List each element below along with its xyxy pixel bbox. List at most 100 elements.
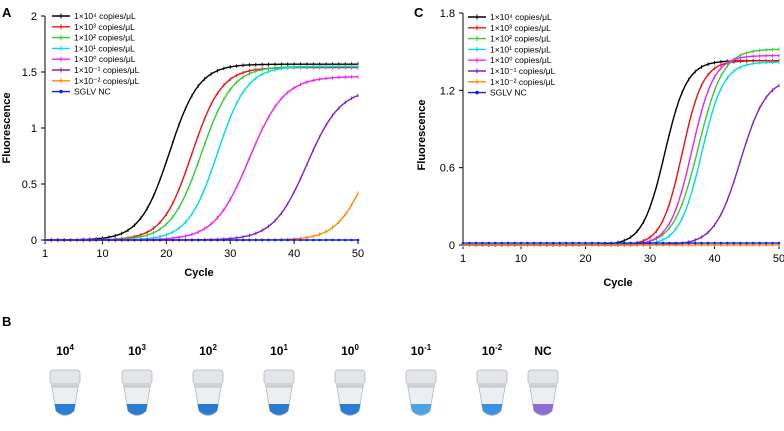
a-x-axis-title: Cycle [184, 267, 213, 279]
a-series-point [254, 238, 258, 242]
c-series-point [526, 241, 529, 245]
c-series-point [610, 241, 613, 245]
tube-liquid [410, 404, 432, 415]
a-legend-label: 1×10² copies/μL [74, 33, 135, 43]
tube-label: 100 [341, 343, 359, 358]
c-series-point [571, 241, 574, 245]
c-legend-label: 1×10³ copies/μL [490, 23, 551, 33]
c-y-tick-label: 0.6 [440, 163, 455, 175]
a-series-line-6 [45, 192, 359, 241]
a-legend-label: 1×10³ copies/μL [74, 22, 135, 32]
a-x-tick-label: 30 [224, 248, 236, 260]
a-x-tick-label: 40 [288, 248, 300, 260]
panel-a-chart: A Cycle Fluorescence 1 10 20 30 40 50 0 0.5 1 1.5… [1, 5, 364, 279]
tube-cap-rim [265, 383, 293, 387]
a-y-tick-label: 1 [31, 123, 37, 135]
a-series-point [126, 238, 130, 242]
c-series-point [519, 241, 523, 245]
tube-liquid [126, 404, 148, 415]
tube-label-base: 10 [341, 344, 355, 358]
tube-0: 104 [49, 343, 81, 416]
a-legend-marker [59, 89, 63, 94]
c-series-point [481, 241, 484, 245]
c-series-point [758, 241, 761, 245]
tube-label-base: NC [534, 344, 552, 358]
tube-label-exponent: 0 [354, 343, 359, 352]
a-series-line-0 [45, 63, 358, 241]
tube-label-exponent: 3 [141, 343, 146, 352]
c-series-point [706, 241, 710, 245]
tube-1: 103 [121, 343, 153, 416]
c-series-point [597, 241, 600, 245]
a-legend-label: 1×10⁰ copies/μL [74, 54, 136, 64]
tube-label: 10-1 [411, 343, 432, 358]
c-series-point [539, 241, 542, 245]
a-x-tick-label: 50 [352, 248, 364, 260]
c-series-point [461, 241, 465, 245]
a-series-point [101, 238, 104, 242]
c-series-point [551, 241, 555, 245]
a-series-point [273, 238, 277, 242]
tube-label: 101 [270, 343, 288, 358]
c-series-point [771, 241, 774, 245]
a-legend-label: 1×10⁴ copies/μL [74, 11, 136, 21]
c-series-point [777, 241, 781, 245]
c-series-point [642, 241, 645, 245]
tube-liquid [532, 404, 554, 415]
a-series-point [158, 238, 162, 242]
tube-liquid [268, 404, 290, 415]
c-series-point [726, 241, 729, 245]
a-y-tick-label: 1.5 [22, 67, 37, 79]
c-legend-label: 1×10² copies/μL [490, 34, 551, 44]
tube-5: 10-1 [405, 343, 437, 416]
c-series-point [622, 241, 626, 245]
a-legend-label: SGLV NC [74, 87, 111, 97]
tube-cap [192, 369, 224, 385]
tube-cap-rim [529, 383, 557, 387]
c-series-point [745, 241, 749, 245]
a-series-point [318, 238, 321, 242]
a-series-point [43, 238, 47, 242]
c-series-point [680, 241, 684, 245]
tube-liquid [197, 404, 219, 415]
tube-6: 10-2 [476, 343, 508, 416]
c-series-point [661, 241, 665, 245]
c-series-point [719, 241, 723, 245]
tube-cap-rim [336, 383, 364, 387]
a-series-point [260, 238, 264, 242]
tube-cap-rim [51, 383, 79, 387]
tube-label-base: 10 [411, 344, 425, 358]
c-legend-marker [475, 90, 479, 95]
c-y-tick-label: 1.8 [440, 8, 455, 20]
a-series-point [203, 238, 206, 242]
tube-label-exponent: 2 [212, 343, 217, 352]
c-series-point [629, 241, 632, 245]
a-series-point [350, 238, 353, 242]
tube-cap [49, 369, 81, 385]
c-series-point [474, 241, 478, 245]
c-series-point [655, 241, 658, 245]
tube-cap [263, 369, 295, 385]
panel-b-label: B [2, 314, 11, 329]
tube-label-base: 10 [270, 344, 284, 358]
a-series-point [145, 238, 149, 242]
a-series-point [299, 238, 302, 242]
tube-cap [121, 369, 153, 385]
tube-label: 104 [56, 343, 74, 358]
c-series-point [693, 241, 697, 245]
c-series-point [500, 241, 503, 245]
c-series-point [603, 241, 607, 245]
tube-cap [476, 369, 508, 385]
tube-cap [334, 369, 366, 385]
a-y-tick-label: 0 [31, 235, 37, 247]
tube-label: 10-2 [482, 343, 503, 358]
a-series-point [324, 238, 328, 242]
c-series-point [616, 241, 620, 245]
tube-cap-rim [194, 383, 222, 387]
a-series-line-5 [45, 94, 359, 241]
a-series-point [248, 238, 251, 242]
c-legend-label: 1×10⁴ copies/μL [490, 12, 552, 22]
tube-liquid [339, 404, 361, 415]
c-legend-label: 1×10⁻¹ copies/μL [490, 66, 556, 76]
c-series-point [487, 241, 491, 245]
